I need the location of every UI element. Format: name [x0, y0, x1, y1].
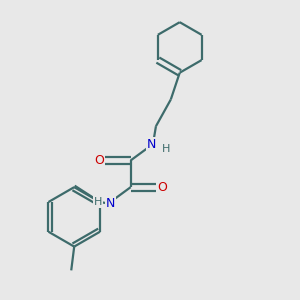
Text: N: N [106, 197, 116, 210]
Text: O: O [157, 181, 167, 194]
Text: H: H [162, 143, 170, 154]
Text: N: N [147, 138, 156, 151]
Text: O: O [94, 154, 104, 167]
Text: H: H [94, 197, 102, 207]
